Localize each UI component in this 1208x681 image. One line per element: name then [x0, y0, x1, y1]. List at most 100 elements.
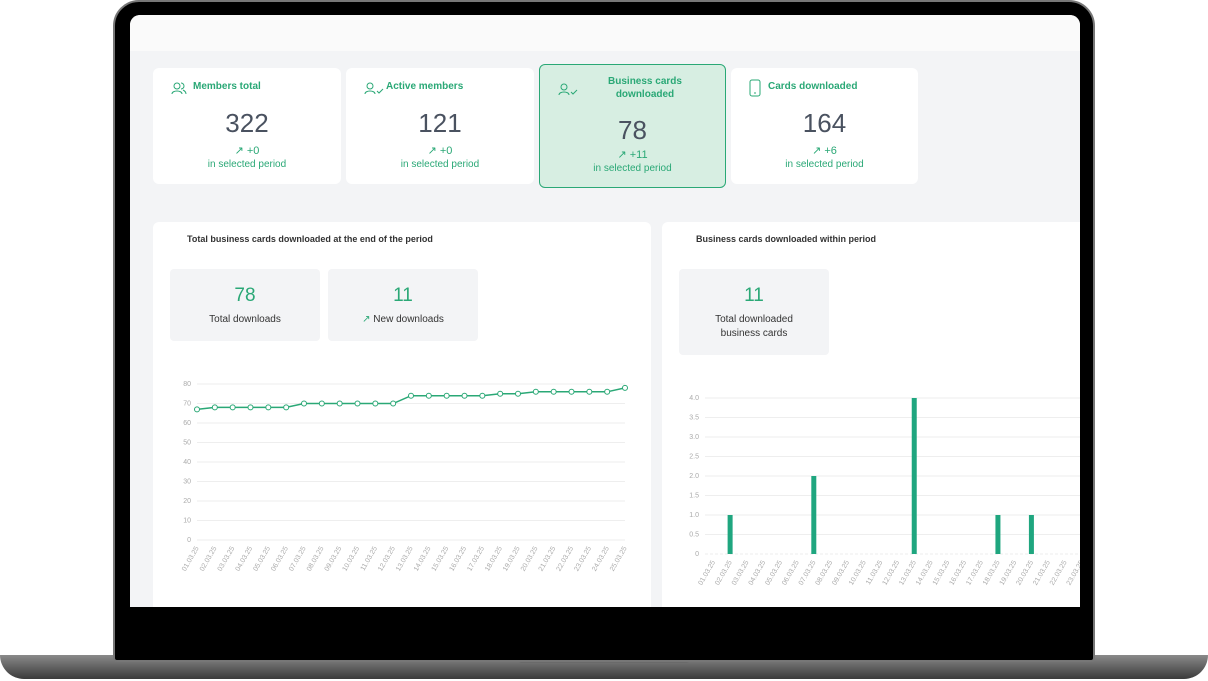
x-tick-label: 06.03.25: [270, 545, 290, 572]
point: [497, 390, 504, 397]
change: +11: [629, 149, 648, 161]
stat-box: 78 Total downloads: [170, 269, 320, 341]
card-change: ↗ +0: [427, 145, 453, 157]
point: [211, 404, 218, 411]
box-label: Total downloads: [209, 314, 281, 325]
x-tick-label: 15.03.25: [431, 545, 451, 572]
box-value: 11: [393, 285, 413, 306]
x-tick-label: 08.03.25: [306, 545, 326, 572]
y-tick-label: 60: [183, 420, 191, 427]
icon: [171, 82, 187, 95]
card-title: Cards downloaded: [768, 81, 858, 92]
panel-title: Business cards downloaded within period: [696, 234, 877, 244]
panel-title: Total business cards downloaded at the e…: [187, 234, 433, 244]
point: [390, 400, 397, 407]
card-title: Business cards downloaded: [608, 76, 682, 100]
point: [265, 404, 272, 411]
card-value: 121: [418, 108, 462, 138]
point: [247, 404, 254, 411]
y-tick-label: 2.0: [689, 473, 699, 480]
y-tick-label: 4.0: [689, 395, 699, 402]
point: [425, 392, 432, 399]
point: [550, 388, 557, 395]
card-title: Members total: [193, 81, 261, 92]
y-tick-label: 30: [183, 479, 191, 486]
x-tick-label: 01.03.25: [181, 545, 201, 572]
x-tick-label: 18.03.25: [484, 545, 504, 572]
card-change: ↗ +6: [812, 145, 837, 157]
x-tick-label: 11.03.25: [360, 545, 379, 572]
x-tick-label: 04.03.25: [235, 545, 255, 572]
y-tick-label: 2.5: [689, 454, 699, 461]
x-tick-label: 14.03.25: [413, 545, 433, 572]
icon: [749, 79, 761, 97]
x-tick-label: 05.03.25: [252, 545, 272, 572]
point: [568, 388, 575, 395]
icon: [364, 82, 384, 95]
card-note: in selected period: [207, 159, 287, 170]
card-title: Active members: [386, 81, 464, 92]
x-tick-label: 07.03.25: [288, 545, 308, 572]
card-note: in selected period: [593, 163, 672, 174]
icon: [558, 83, 578, 96]
charts: 0 10 20 30 40 50 60 70 80 01.03.2502.03.2503.03.2…: [181, 381, 1080, 587]
stat-card: Cards downloaded 164 ↗ +6 in selected pe…: [731, 68, 918, 184]
x-tick-label: 22.03.25: [556, 545, 576, 572]
y-tick-label: 0: [695, 551, 699, 558]
y-tick-label: 20: [183, 498, 191, 505]
point: [479, 392, 486, 399]
y-tick-label: 80: [183, 381, 191, 388]
point: [532, 388, 539, 395]
point: [283, 404, 290, 411]
x-tick-label: 20.03.25: [520, 545, 540, 572]
x-tick-label: 17.03.25: [466, 545, 486, 572]
point: [229, 404, 236, 411]
y-tick-label: 1.0: [689, 512, 699, 519]
x-tick-label: 19.03.25: [502, 545, 522, 572]
change: +6: [824, 145, 837, 157]
y-tick-label: 3.0: [689, 434, 699, 441]
bar: [911, 398, 917, 554]
screen: Members total 322 ↗ +0 in selected perio…: [130, 15, 1080, 607]
stat-card-selected[interactable]: Business cards downloaded 78 ↗ +11 in se…: [539, 64, 726, 188]
x-tick-label: 16.03.25: [449, 545, 469, 572]
bar: [1028, 515, 1034, 554]
point: [408, 392, 414, 399]
stat-card: Active members 121 ↗ +0 in selected peri…: [346, 68, 534, 184]
point: [336, 400, 343, 407]
x-tick-label: 24.03.25: [591, 545, 611, 572]
card-value: 164: [802, 108, 847, 138]
x-tick-label: 23.03.25: [573, 545, 593, 572]
y-tick-label: 50: [183, 440, 191, 447]
y-tick-label: 1.5: [689, 493, 699, 500]
bar: [995, 515, 1001, 554]
change: +0: [246, 145, 260, 157]
card-note: in selected period: [785, 159, 864, 170]
y-tick-label: 3.5: [689, 415, 699, 422]
bar: [727, 515, 733, 554]
point: [515, 390, 521, 397]
change: +0: [439, 145, 453, 157]
stat-card: Members total 322 ↗ +0 in selected perio…: [153, 68, 341, 184]
top-bar: [130, 15, 1080, 51]
card-value: 78: [618, 115, 647, 145]
stat-box: 11 ↗ New downloads: [328, 269, 478, 341]
y-tick-label: 70: [183, 401, 191, 408]
x-tick-label: 03.03.25: [217, 545, 237, 572]
point: [461, 392, 468, 399]
point: [622, 384, 628, 391]
x-tick-label: 13.03.25: [395, 545, 415, 572]
y-tick-label: 10: [183, 518, 191, 525]
x-tick-label: 12.03.25: [377, 545, 397, 572]
x-tick-label: 02.03.25: [199, 545, 219, 572]
y-tick-label: 0: [187, 537, 191, 544]
card-value: 322: [225, 108, 269, 138]
card-change: ↗ +0: [234, 145, 260, 157]
bar: [811, 476, 817, 554]
box-label: ↗ New downloads: [362, 314, 444, 325]
card-note: in selected period: [400, 159, 480, 170]
point: [604, 388, 611, 395]
box-value: 78: [234, 285, 256, 306]
y-tick-label: 0.5: [689, 532, 699, 539]
